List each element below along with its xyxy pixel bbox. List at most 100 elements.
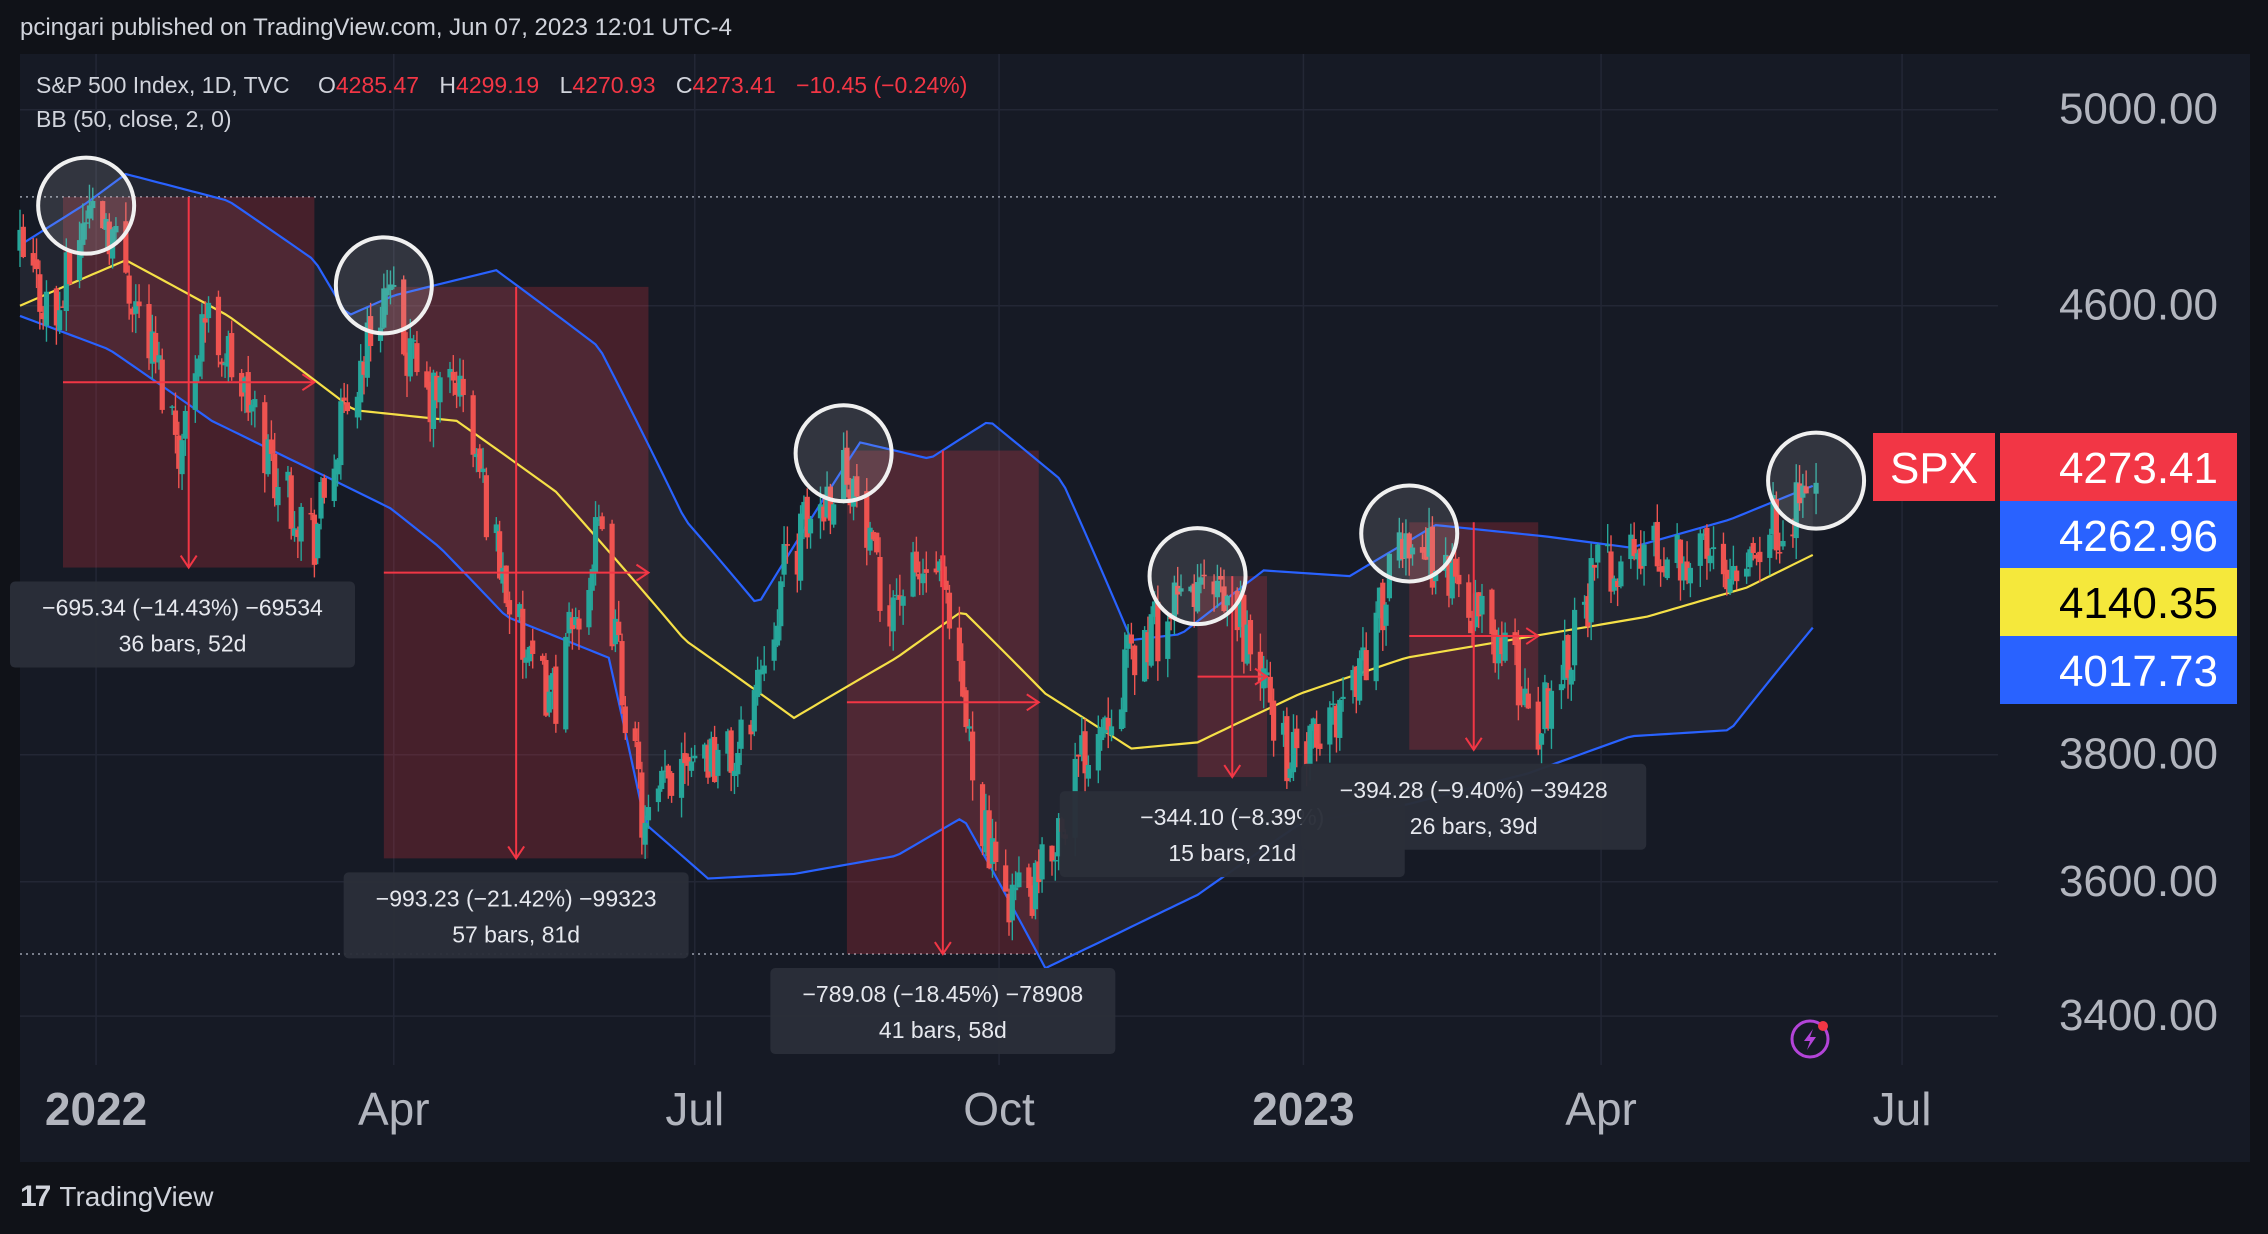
- candle: [404, 332, 410, 398]
- tradingview-logo[interactable]: 17 TradingView: [20, 1180, 213, 1214]
- candle-body: [90, 200, 96, 209]
- candle-body: [725, 731, 731, 754]
- candle-body: [1383, 604, 1389, 626]
- price-tag-4[interactable]: 4017.73: [2000, 636, 2237, 704]
- candle-body: [225, 335, 231, 367]
- candle: [288, 467, 294, 540]
- candle-body: [642, 822, 648, 845]
- candle-body: [960, 660, 966, 697]
- candle-body: [1122, 649, 1128, 713]
- candle-body: [1608, 551, 1614, 592]
- candle-body: [1079, 735, 1085, 755]
- candle: [1330, 691, 1336, 725]
- candle-body: [457, 375, 463, 397]
- candle: [30, 238, 36, 273]
- candle-body: [712, 736, 718, 783]
- candle: [599, 512, 605, 531]
- candle-body: [1658, 566, 1664, 572]
- candle-body: [801, 501, 807, 520]
- candle-body: [589, 569, 595, 591]
- candle-body: [182, 411, 188, 439]
- candle: [917, 561, 923, 596]
- candle: [338, 388, 344, 480]
- measurement-label-bg: [343, 872, 689, 959]
- candle: [1036, 849, 1042, 894]
- candle: [685, 753, 691, 786]
- candle: [920, 558, 926, 596]
- candle-body: [100, 201, 106, 229]
- price-tag-value: 4140.35: [2059, 579, 2218, 628]
- candle-body: [1472, 593, 1478, 628]
- candle: [106, 213, 112, 265]
- candle-body: [1558, 684, 1564, 691]
- candle-body: [76, 240, 83, 281]
- price-tag-1[interactable]: SPX 4273.41: [1873, 433, 2237, 501]
- candle: [60, 300, 66, 308]
- candle: [1813, 463, 1819, 515]
- time-tick-label: 2022: [45, 1083, 147, 1135]
- candle-body: [1085, 764, 1091, 779]
- candle: [285, 465, 291, 498]
- candle: [738, 706, 744, 766]
- candle-body: [1350, 669, 1356, 691]
- candle-body: [1151, 601, 1158, 617]
- candle-body: [688, 761, 695, 771]
- candle: [1363, 632, 1369, 681]
- candle-body: [553, 666, 559, 724]
- highlight-circle-5: [1359, 483, 1460, 584]
- candle: [1499, 621, 1505, 667]
- candle-body: [506, 600, 513, 615]
- candle: [1727, 558, 1733, 595]
- candle-body: [262, 402, 268, 474]
- candle-body: [516, 604, 523, 618]
- candle: [1244, 610, 1250, 666]
- candle-body: [1654, 521, 1660, 567]
- candle-body: [1426, 528, 1432, 557]
- price-tag-3[interactable]: 4140.35: [2000, 568, 2237, 636]
- candle: [612, 609, 618, 653]
- candle: [771, 622, 777, 671]
- candle: [874, 532, 880, 555]
- candle-body: [1790, 534, 1796, 537]
- candle: [1294, 715, 1300, 768]
- candle-body: [30, 253, 36, 266]
- candle: [20, 214, 26, 259]
- candle: [715, 743, 721, 789]
- candle: [344, 384, 351, 415]
- candle: [774, 609, 781, 648]
- candle: [933, 551, 939, 575]
- candle: [169, 405, 175, 415]
- candle: [67, 248, 73, 286]
- candle-body: [913, 551, 919, 573]
- candle-body: [761, 665, 767, 674]
- candle-body: [1793, 482, 1799, 539]
- candle: [1803, 470, 1809, 494]
- candle: [831, 502, 837, 528]
- price-tag-value: 4017.73: [2059, 647, 2218, 696]
- price-tag-bg: [2000, 501, 2237, 569]
- candle-body: [1704, 527, 1710, 559]
- alert-icon[interactable]: [1790, 1019, 1830, 1059]
- price-tag-2[interactable]: 4262.96: [2000, 501, 2237, 569]
- candle: [1522, 668, 1528, 708]
- candle: [1383, 602, 1389, 646]
- legend-symbol[interactable]: S&P 500 Index, 1D, TVC: [36, 72, 290, 98]
- candle-body: [639, 772, 645, 838]
- price-candles: [17, 184, 1819, 941]
- candle-body: [1697, 533, 1703, 566]
- legend-ohlc: O4285.47 H4299.19 L4270.93 C4273.41 −10.…: [318, 72, 967, 98]
- candle: [758, 659, 764, 695]
- candle: [434, 371, 440, 409]
- candle-body: [1224, 595, 1230, 606]
- candle: [470, 390, 476, 468]
- candle: [586, 577, 592, 635]
- change-value: −10.45 (−0.24%): [796, 72, 967, 98]
- legend-indicator[interactable]: BB (50, close, 2, 0): [36, 106, 232, 132]
- candle-body: [827, 486, 833, 521]
- candle: [989, 818, 996, 878]
- candle: [748, 720, 754, 751]
- candle: [153, 316, 159, 374]
- candle-body: [1214, 580, 1220, 598]
- candle: [252, 390, 258, 428]
